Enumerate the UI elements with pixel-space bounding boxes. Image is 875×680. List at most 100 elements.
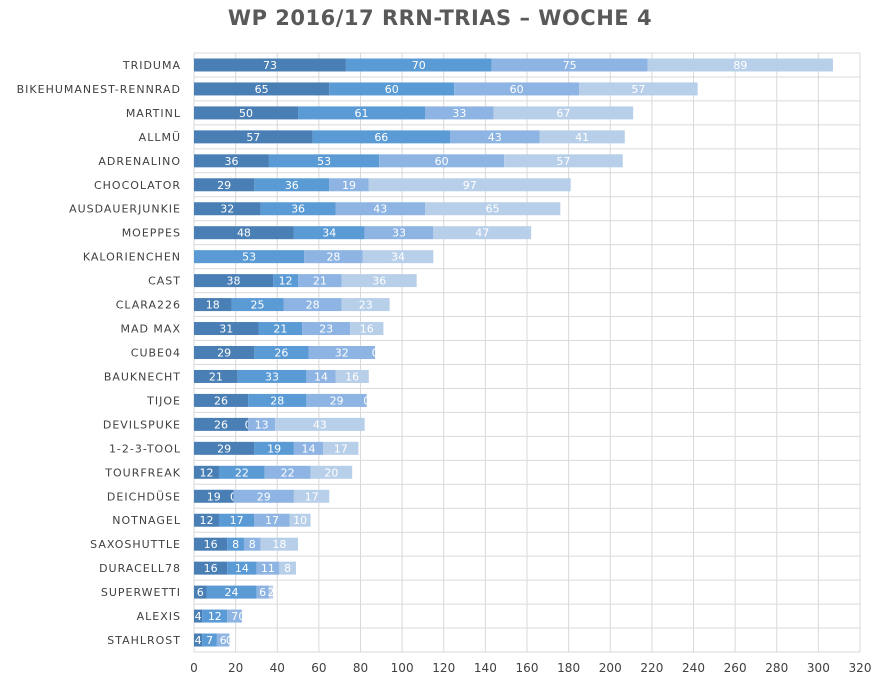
bar-segment bbox=[298, 274, 342, 288]
data-label: 20 bbox=[324, 466, 338, 479]
category-label: DEVILSPUKE bbox=[103, 418, 181, 431]
bar-segment bbox=[312, 130, 450, 144]
data-label: 60 bbox=[435, 155, 449, 168]
data-label: 4 bbox=[195, 634, 202, 647]
data-label: 18 bbox=[206, 299, 220, 312]
category-label: MAD MAX bbox=[120, 323, 181, 336]
data-label: 17 bbox=[305, 490, 319, 503]
bar-segment bbox=[493, 106, 634, 120]
bar-segment bbox=[268, 585, 274, 599]
data-label: 29 bbox=[217, 442, 231, 455]
data-label: 21 bbox=[313, 275, 327, 288]
data-label: 23 bbox=[319, 323, 333, 336]
bar-segment bbox=[194, 393, 249, 407]
data-label: 16 bbox=[360, 323, 374, 336]
data-label: 67 bbox=[556, 107, 570, 120]
data-label: 8 bbox=[232, 538, 239, 551]
bar-segment bbox=[194, 561, 228, 575]
bar-segment bbox=[206, 585, 257, 599]
x-tick-label: 60 bbox=[311, 661, 326, 675]
bar-segment bbox=[341, 274, 417, 288]
bar-segment bbox=[260, 537, 299, 551]
x-tick-label: 160 bbox=[516, 661, 539, 675]
data-label: 36 bbox=[224, 155, 238, 168]
category-label: MARTINL bbox=[126, 107, 181, 120]
data-label: 34 bbox=[322, 227, 336, 240]
bar-segment bbox=[364, 226, 434, 240]
data-label: 26 bbox=[214, 394, 228, 407]
bar-segment bbox=[425, 202, 561, 216]
data-label: 12 bbox=[199, 466, 213, 479]
bar-segment bbox=[279, 561, 296, 575]
x-tick-label: 140 bbox=[474, 661, 497, 675]
data-label: 60 bbox=[385, 83, 399, 96]
x-tick-label: 280 bbox=[765, 661, 788, 675]
bar-segment bbox=[323, 441, 359, 455]
data-label: 43 bbox=[373, 203, 387, 216]
data-label: 65 bbox=[486, 203, 500, 216]
category-label: 1-2-3-TOOL bbox=[109, 442, 181, 455]
data-label: 7 bbox=[231, 610, 238, 623]
category-label: ALLMÜ bbox=[139, 131, 181, 144]
data-label: 33 bbox=[265, 370, 279, 383]
data-label: 26 bbox=[274, 347, 288, 360]
x-tick-label: 120 bbox=[432, 661, 455, 675]
bar-segment bbox=[256, 561, 280, 575]
category-label: BIKEHUMANEST-RENNRAD bbox=[17, 83, 181, 96]
bar-segment bbox=[449, 130, 540, 144]
bar-segment bbox=[454, 82, 580, 96]
bar-segment bbox=[254, 441, 294, 455]
bar-segment bbox=[194, 346, 255, 359]
bar-segment bbox=[306, 393, 367, 407]
category-label: SAXOSHUTTLE bbox=[90, 538, 181, 551]
data-label: 11 bbox=[261, 562, 275, 575]
bar-segment bbox=[302, 322, 351, 336]
bar-segment bbox=[248, 417, 276, 431]
bar-segment bbox=[231, 298, 284, 312]
category-label: DEICHDÜSE bbox=[107, 490, 181, 503]
data-label: 13 bbox=[255, 418, 269, 431]
bar-segment bbox=[258, 322, 303, 336]
data-label: 19 bbox=[207, 490, 221, 503]
bar-segment bbox=[293, 226, 365, 240]
data-label: 6 bbox=[220, 634, 227, 647]
data-label: 36 bbox=[372, 275, 386, 288]
category-label: MOEPPES bbox=[122, 227, 181, 240]
data-label: 24 bbox=[224, 586, 238, 599]
data-label: 7 bbox=[206, 634, 213, 647]
bar-segment bbox=[329, 178, 369, 192]
category-label: CHOCOLATOR bbox=[94, 179, 181, 192]
data-label: 29 bbox=[257, 490, 271, 503]
data-label: 12 bbox=[279, 275, 293, 288]
category-label: SUPERWETTI bbox=[101, 586, 181, 599]
data-label: 22 bbox=[281, 466, 295, 479]
bar-segment bbox=[379, 154, 505, 168]
category-label: NOTNAGEL bbox=[112, 514, 181, 527]
bar-segment bbox=[283, 298, 342, 312]
data-label: 18 bbox=[272, 538, 286, 551]
data-label: 29 bbox=[217, 347, 231, 360]
data-label: 14 bbox=[314, 370, 328, 383]
data-label: 12 bbox=[199, 514, 213, 527]
data-label: 38 bbox=[227, 275, 241, 288]
data-label: 36 bbox=[285, 179, 299, 192]
data-label: 6 bbox=[259, 586, 266, 599]
data-label: 10 bbox=[293, 514, 307, 527]
x-tick-label: 320 bbox=[849, 661, 872, 675]
bar-segment bbox=[194, 274, 274, 288]
bar-segment bbox=[194, 633, 203, 647]
data-label: 28 bbox=[326, 251, 340, 264]
bar-segment bbox=[194, 250, 305, 264]
data-label: 22 bbox=[235, 466, 249, 479]
bar-segment bbox=[194, 441, 255, 455]
data-label: 23 bbox=[359, 299, 373, 312]
bar-segment bbox=[256, 585, 269, 599]
bar-segment bbox=[504, 154, 623, 168]
bar-segment bbox=[227, 561, 257, 575]
data-label: 57 bbox=[246, 131, 260, 144]
bar-segment bbox=[308, 346, 376, 359]
data-label: 53 bbox=[242, 251, 256, 264]
data-label: 89 bbox=[733, 59, 747, 72]
data-label: 2 bbox=[268, 586, 275, 599]
data-label: 70 bbox=[412, 59, 426, 72]
